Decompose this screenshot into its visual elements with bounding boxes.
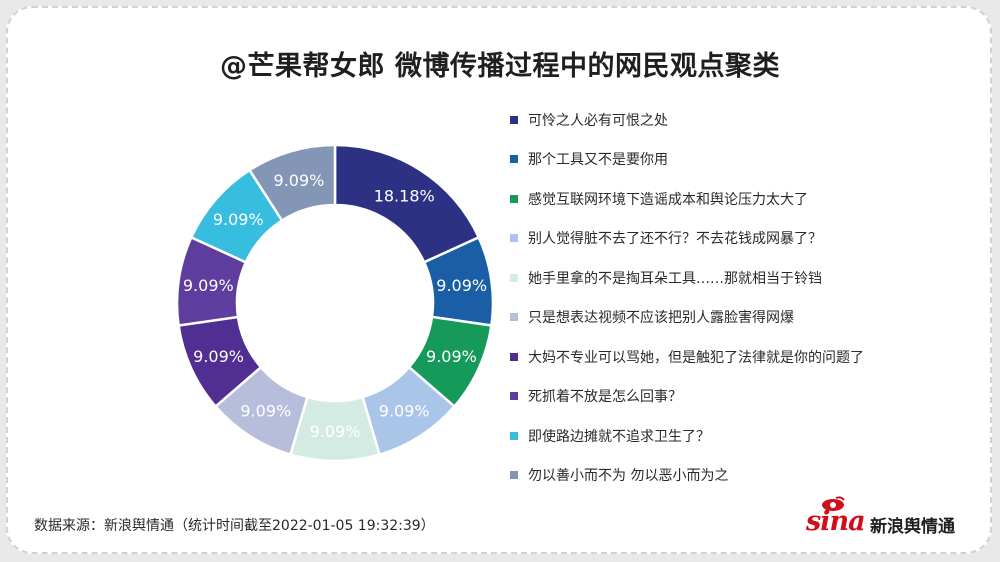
legend-label-8: 死抓着不放是怎么回事？	[528, 389, 682, 406]
slice-label-4: 9.09%	[379, 402, 430, 421]
legend-label-7: 大妈不专业可以骂她，但是触犯了法律就是你的问题了	[528, 349, 864, 366]
legend-item-2: 那个工具又不是要你用	[510, 140, 980, 180]
sina-eye-icon	[822, 496, 845, 511]
legend-item-7: 大妈不专业可以骂她，但是触犯了法律就是你的问题了	[510, 337, 980, 377]
legend-swatch-10	[510, 471, 518, 480]
legend-swatch-9	[510, 431, 518, 440]
chart-title: @芒果帮女郎 微博传播过程中的网民观点聚类	[220, 51, 780, 82]
legend-label-3: 感觉互联网环境下造谣成本和舆论压力太大了	[528, 191, 808, 208]
legend-item-9: 即使路边摊就不追求卫生了？	[510, 416, 980, 456]
slice-label-8: 9.09%	[183, 276, 234, 295]
legend-swatch-6	[510, 313, 518, 322]
donut-slice-10	[247, 143, 337, 223]
legend-swatch-8	[510, 392, 518, 401]
slice-label-9: 9.09%	[213, 210, 264, 229]
legend: 可怜之人必有可恨之处 那个工具又不是要你用感觉互联网环境下造谣成本和舆论压力太大了…	[510, 100, 980, 495]
slice-label-5: 9.09%	[310, 422, 361, 441]
legend-swatch-1	[510, 115, 518, 124]
legend-item-4: 别人觉得脏不去了还不行？不去花钱成网暴了？	[510, 219, 980, 259]
legend-swatch-4	[510, 234, 518, 243]
legend-label-5: 她手里拿的不是掏耳朵工具……那就相当于铃铛	[528, 270, 822, 287]
legend-swatch-3	[510, 194, 518, 203]
legend-swatch-7	[510, 352, 518, 361]
donut-chart: 18.18% 9.09% 9.09% 9.09% 9.09% 9.09% 9.09% 9.09…	[175, 143, 495, 463]
legend-label-2: 那个工具又不是要你用	[528, 152, 668, 169]
slice-label-2: 9.09%	[436, 276, 487, 295]
slice-label-1: 18.18%	[374, 186, 435, 205]
slice-label-7: 9.09%	[193, 347, 244, 366]
legend-item-8: 死抓着不放是怎么回事？	[510, 377, 980, 417]
slice-label-10: 9.09%	[274, 171, 325, 190]
legend-item-5: 她手里拿的不是掏耳朵工具……那就相当于铃铛	[510, 258, 980, 298]
legend-label-9: 即使路边摊就不追求卫生了？	[528, 428, 710, 445]
legend-label-4: 别人觉得脏不去了还不行？不去花钱成网暴了？	[528, 231, 822, 248]
sina-yuqingtong-logo: sina 新浪舆情通	[806, 496, 976, 540]
data-source-note: 数据来源：新浪舆情通（统计时间截至2022-01-05 19:32:39）	[34, 518, 435, 534]
slice-label-3: 9.09%	[426, 347, 477, 366]
legend-item-10: 勿以善小而不为 勿以恶小而为之	[510, 456, 980, 496]
logo-product-name: 新浪舆情通	[870, 517, 955, 537]
legend-item-1: 可怜之人必有可恨之处	[510, 100, 980, 140]
legend-label-6: 只是想表达视频不应该把别人露脸害得网爆	[528, 310, 794, 327]
legend-swatch-2	[510, 155, 518, 164]
legend-swatch-5	[510, 273, 518, 282]
legend-label-1: 可怜之人必有可恨之处	[528, 112, 668, 129]
legend-item-3: 感觉互联网环境下造谣成本和舆论压力太大了	[510, 179, 980, 219]
chart-card	[6, 6, 992, 554]
slice-label-6: 9.09%	[240, 402, 291, 421]
legend-label-10: 勿以善小而不为 勿以恶小而为之	[528, 468, 729, 485]
legend-item-6: 只是想表达视频不应该把别人露脸害得网爆	[510, 298, 980, 338]
logo-sina-wordmark: sina	[806, 506, 866, 537]
